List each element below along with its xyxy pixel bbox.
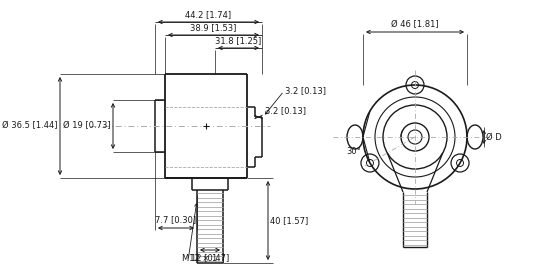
Text: Ø 19 [0.73]: Ø 19 [0.73] xyxy=(63,121,111,130)
Text: 3.2 [0.13]: 3.2 [0.13] xyxy=(285,87,326,96)
Text: M12 × 1: M12 × 1 xyxy=(182,254,217,263)
Text: Ø 36.5 [1.44]: Ø 36.5 [1.44] xyxy=(2,121,58,130)
Text: 7.7 [0.30]: 7.7 [0.30] xyxy=(155,215,197,224)
Text: Ø 46 [1.81]: Ø 46 [1.81] xyxy=(391,20,439,29)
Text: 30°: 30° xyxy=(346,147,361,156)
Text: 12 [0.47]: 12 [0.47] xyxy=(191,253,229,262)
Text: 3.2 [0.13]: 3.2 [0.13] xyxy=(265,106,306,115)
Text: 44.2 [1.74]: 44.2 [1.74] xyxy=(186,10,231,19)
Text: 31.8 [1.25]: 31.8 [1.25] xyxy=(215,36,262,45)
Text: 38.9 [1.53]: 38.9 [1.53] xyxy=(190,23,236,32)
Text: Ø D: Ø D xyxy=(486,132,502,141)
Text: 40 [1.57]: 40 [1.57] xyxy=(270,216,308,225)
